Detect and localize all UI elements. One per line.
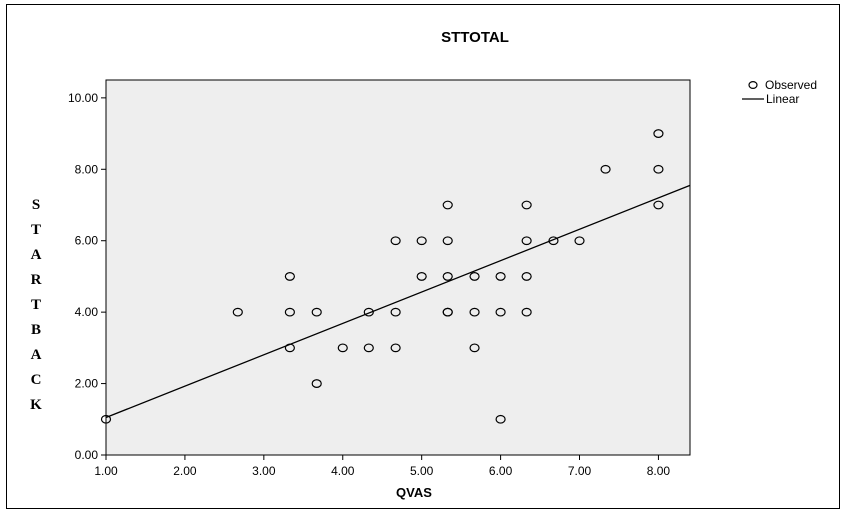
observed-point [390,307,401,317]
observed-point [548,236,559,246]
legend-observed-label: Observed [765,78,817,92]
observed-point [574,236,585,246]
legend-linear-label: Linear [766,92,799,106]
x-tick-label: 6.00 [489,464,513,478]
y-tick-label: 2.00 [75,377,99,391]
observed-point [442,200,453,210]
x-tick-label: 7.00 [568,464,592,478]
observed-point [284,307,295,317]
y-tick-label: 10.00 [68,91,98,105]
x-tick-label: 1.00 [94,464,118,478]
y-axis-title-letter: R [30,272,42,288]
observed-point [521,307,532,317]
chart-title: STTOTAL [441,29,509,46]
observed-point [521,200,532,210]
observed-point [469,343,480,353]
observed-point [469,272,480,281]
observed-point [442,272,453,281]
observed-point [495,272,506,281]
y-axis-title-letter: T [30,222,41,238]
observed-point [337,343,348,353]
observed-point [363,307,374,317]
observed-point [311,307,322,317]
observed-point [363,343,374,353]
plot-area [105,79,691,456]
y-tick-label: 0.00 [75,448,99,462]
y-axis-title-letter: A [30,247,42,263]
observed-point [653,129,664,138]
x-tick-label: 3.00 [252,464,276,478]
x-axis-title: QVAS [396,485,432,500]
observed-point [100,414,112,424]
y-axis-title-letter: B [30,322,41,338]
observed-point [284,272,295,281]
observed-point [600,164,611,174]
observed-point [284,343,295,353]
observed-point [416,236,427,246]
observed-point [469,307,480,317]
y-axis-title-letter: C [30,372,42,388]
y-axis-title-letter: K [30,397,42,413]
observed-point [653,200,664,210]
y-tick-label: 4.00 [75,305,99,319]
observed-point [521,236,532,246]
observed-point [442,236,453,246]
x-tick-label: 2.00 [173,464,197,478]
linear-fit-line [105,184,691,419]
y-tick-label: 6.00 [75,234,99,248]
y-axis-title-letter: A [30,347,42,363]
chart-frame [6,4,840,509]
observed-point [495,414,506,424]
observed-point [390,343,401,353]
x-tick-label: 4.00 [331,464,355,478]
observed-point [390,236,401,246]
y-axis-title-letter: S [31,197,41,213]
observed-point [521,272,532,281]
observed-point [311,379,322,388]
y-axis-title-letter: T [30,297,41,313]
observed-point [495,307,506,317]
x-tick-label: 5.00 [410,464,434,478]
observed-point [653,164,664,174]
x-tick-label: 8.00 [647,464,671,478]
legend-observed-marker [748,80,758,89]
observed-point [232,307,243,317]
y-tick-label: 8.00 [75,162,99,176]
observed-point [442,307,453,317]
observed-point [416,272,427,281]
